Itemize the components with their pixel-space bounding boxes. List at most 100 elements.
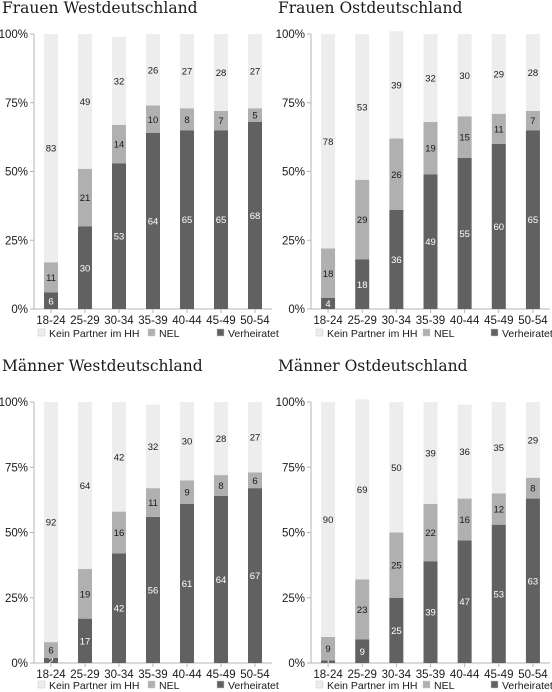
data-label: 7 (530, 116, 535, 127)
data-label: 17 (80, 636, 91, 647)
bar-segment (248, 472, 262, 489)
x-tick-label: 50-54 (240, 315, 270, 327)
data-label: 28 (216, 434, 227, 445)
x-tick-label: 50-54 (240, 669, 270, 681)
bar-segment (491, 524, 506, 663)
y-tick-label: 75% (5, 462, 28, 474)
chart-panel-2: Frauen Ostdeutschland 0% 25% 50% 75% 100% 4 18 7… (276, 0, 552, 340)
x-tick-label: 45-49 (206, 669, 235, 681)
data-label: 49 (425, 237, 436, 248)
data-label: 11 (494, 124, 504, 135)
data-label: 68 (250, 211, 261, 222)
data-label: 30 (182, 437, 193, 448)
data-label: 18 (357, 280, 368, 291)
data-label: 15 (459, 133, 470, 144)
x-tick-label: 25-29 (348, 315, 377, 327)
data-label: 36 (459, 447, 470, 458)
data-label: 61 (182, 579, 193, 590)
data-label: 16 (114, 528, 125, 539)
legend-label: NEL (159, 680, 180, 692)
data-label: 50 (391, 463, 402, 474)
bar-segment (78, 168, 92, 227)
bar-segment (423, 34, 438, 122)
data-label: 9 (184, 488, 189, 499)
bar-segment (491, 144, 506, 309)
bar-segment (214, 475, 228, 496)
bar-segment (525, 402, 540, 478)
legend-label: Kein Partner im HH (327, 680, 417, 692)
data-label: 29 (357, 215, 368, 226)
bar-segment (78, 34, 92, 169)
data-label: 14 (114, 140, 125, 151)
bar-segment (146, 516, 160, 663)
chart-panel-1: Frauen Westdeutschland 0% 25% 50% 75% 100% 6 11… (0, 0, 279, 340)
bar-segment (78, 569, 92, 619)
legend-label: Kein Partner im HH (49, 328, 139, 340)
x-tick-label: 18-24 (36, 315, 66, 327)
data-label: 4 (325, 299, 330, 310)
data-label: 6 (252, 476, 257, 487)
data-label: 65 (182, 215, 193, 226)
data-label: 83 (46, 144, 57, 155)
bar-segment (112, 36, 126, 125)
data-label: 64 (148, 217, 159, 228)
bar-segment (146, 105, 160, 133)
y-tick-label: 100% (276, 397, 305, 409)
x-tick-label: 25-29 (348, 669, 377, 681)
bar-segment (389, 138, 404, 210)
legend-swatch (216, 328, 225, 337)
x-tick-label: 40-44 (450, 669, 480, 681)
chart-panel-4: Männer Ostdeutschland 0% 25% 50% 75% 100% 1 9 90… (276, 357, 552, 692)
bar-segment (78, 226, 92, 309)
bar-segment (423, 561, 438, 663)
bar-segment (112, 402, 126, 512)
data-label: 27 (250, 67, 261, 78)
chart-panel-3: Männer Westdeutschland0%25%50%75%100%269… (0, 357, 279, 692)
bar-segment (525, 111, 540, 131)
data-label: 8 (530, 484, 535, 495)
data-label: 26 (391, 170, 402, 181)
y-tick-label: 25% (5, 235, 28, 247)
x-tick-label: 30-34 (104, 315, 134, 327)
bar-segment (355, 639, 370, 663)
bar-segment (180, 402, 194, 481)
bar-segment (491, 113, 506, 144)
x-tick-label: 30-34 (104, 669, 134, 681)
bar-segment (355, 399, 370, 580)
legend-swatch (147, 680, 156, 689)
legend-label: NEL (434, 328, 455, 340)
bar-segment (112, 163, 126, 309)
x-tick-label: 18-24 (36, 669, 66, 681)
legend-label: Verheiratet (502, 328, 552, 340)
x-tick-label: 30-34 (382, 315, 412, 327)
y-tick-label: 100% (0, 29, 28, 41)
bar-segment (525, 477, 540, 499)
y-tick-label: 50% (282, 528, 305, 540)
bar-segment (214, 130, 228, 309)
chart-title: Frauen Ostdeutschland (278, 0, 462, 17)
data-label: 9 (360, 647, 365, 658)
bar-segment (423, 503, 438, 562)
bar-segment (389, 532, 404, 598)
legend-label: NEL (159, 328, 180, 340)
chart-title: Männer Ostdeutschland (278, 357, 468, 375)
bar-segment (112, 553, 126, 663)
data-label: 18 (323, 269, 334, 280)
data-label: 8 (184, 115, 189, 126)
data-label: 53 (357, 102, 368, 113)
bar-segment (423, 122, 438, 175)
y-tick-label: 0% (288, 304, 305, 316)
bar-segment (180, 503, 194, 663)
bar-segment (180, 108, 194, 131)
data-label: 47 (459, 597, 470, 608)
data-label: 19 (80, 589, 91, 600)
data-label: 6 (48, 645, 53, 656)
x-tick-label: 35-39 (138, 315, 167, 327)
y-tick-label: 50% (5, 528, 28, 540)
bar-segment (248, 402, 262, 473)
data-label: 53 (493, 589, 504, 600)
data-label: 42 (114, 604, 125, 615)
data-label: 29 (528, 435, 539, 446)
chart-title: Frauen Westdeutschland (2, 0, 198, 17)
